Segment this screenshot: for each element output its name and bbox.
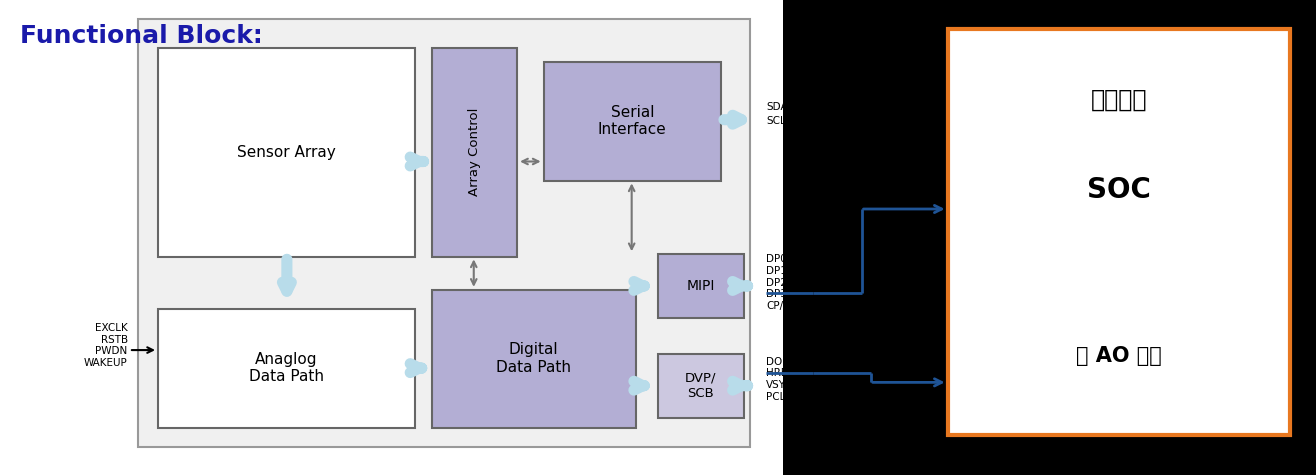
Text: DVP/
SCB: DVP/ SCB [686, 372, 716, 400]
Bar [158, 48, 415, 256]
Text: Functional Block:: Functional Block: [20, 24, 262, 48]
Text: CP/CN: CP/CN [766, 301, 799, 312]
Bar [432, 48, 517, 256]
Bar [544, 62, 721, 180]
Text: 含 AO 功能: 含 AO 功能 [1075, 346, 1162, 366]
Text: PCLK: PCLK [766, 391, 792, 402]
Text: SCL: SCL [766, 116, 786, 126]
Text: Digital
Data Path: Digital Data Path [496, 342, 571, 375]
Text: DP0/DN0: DP0/DN0 [766, 254, 812, 264]
Bar [658, 354, 744, 418]
Text: EXCLK: EXCLK [95, 323, 128, 333]
Text: WAKEUP: WAKEUP [84, 358, 128, 369]
Text: MIPI: MIPI [687, 279, 715, 293]
Bar [432, 290, 636, 428]
Bar [658, 254, 744, 318]
Text: RSTB: RSTB [100, 334, 128, 345]
Text: Serial
Interface: Serial Interface [597, 105, 667, 137]
Text: Array Control: Array Control [468, 108, 480, 196]
Text: DP2/DN2: DP2/DN2 [766, 277, 813, 288]
Bar [948, 28, 1290, 435]
Bar [783, 0, 1316, 475]
Text: SDA: SDA [766, 102, 787, 112]
Text: VSYNC: VSYNC [766, 380, 801, 390]
Text: HREF: HREF [766, 368, 794, 378]
Text: SOC: SOC [1087, 176, 1150, 204]
Text: PWDN: PWDN [95, 346, 128, 357]
Text: DP1/DN1: DP1/DN1 [766, 266, 813, 276]
Bar [138, 19, 750, 446]
Text: 主控制器: 主控制器 [1091, 88, 1146, 112]
Text: DP3/DN3: DP3/DN3 [766, 289, 813, 300]
Text: Sensor Array: Sensor Array [237, 144, 336, 160]
Text: DO[9:0]/SCB: DO[9:0]/SCB [766, 356, 832, 366]
Text: Anaglog
Data Path: Anaglog Data Path [249, 352, 324, 384]
Bar [158, 309, 415, 428]
